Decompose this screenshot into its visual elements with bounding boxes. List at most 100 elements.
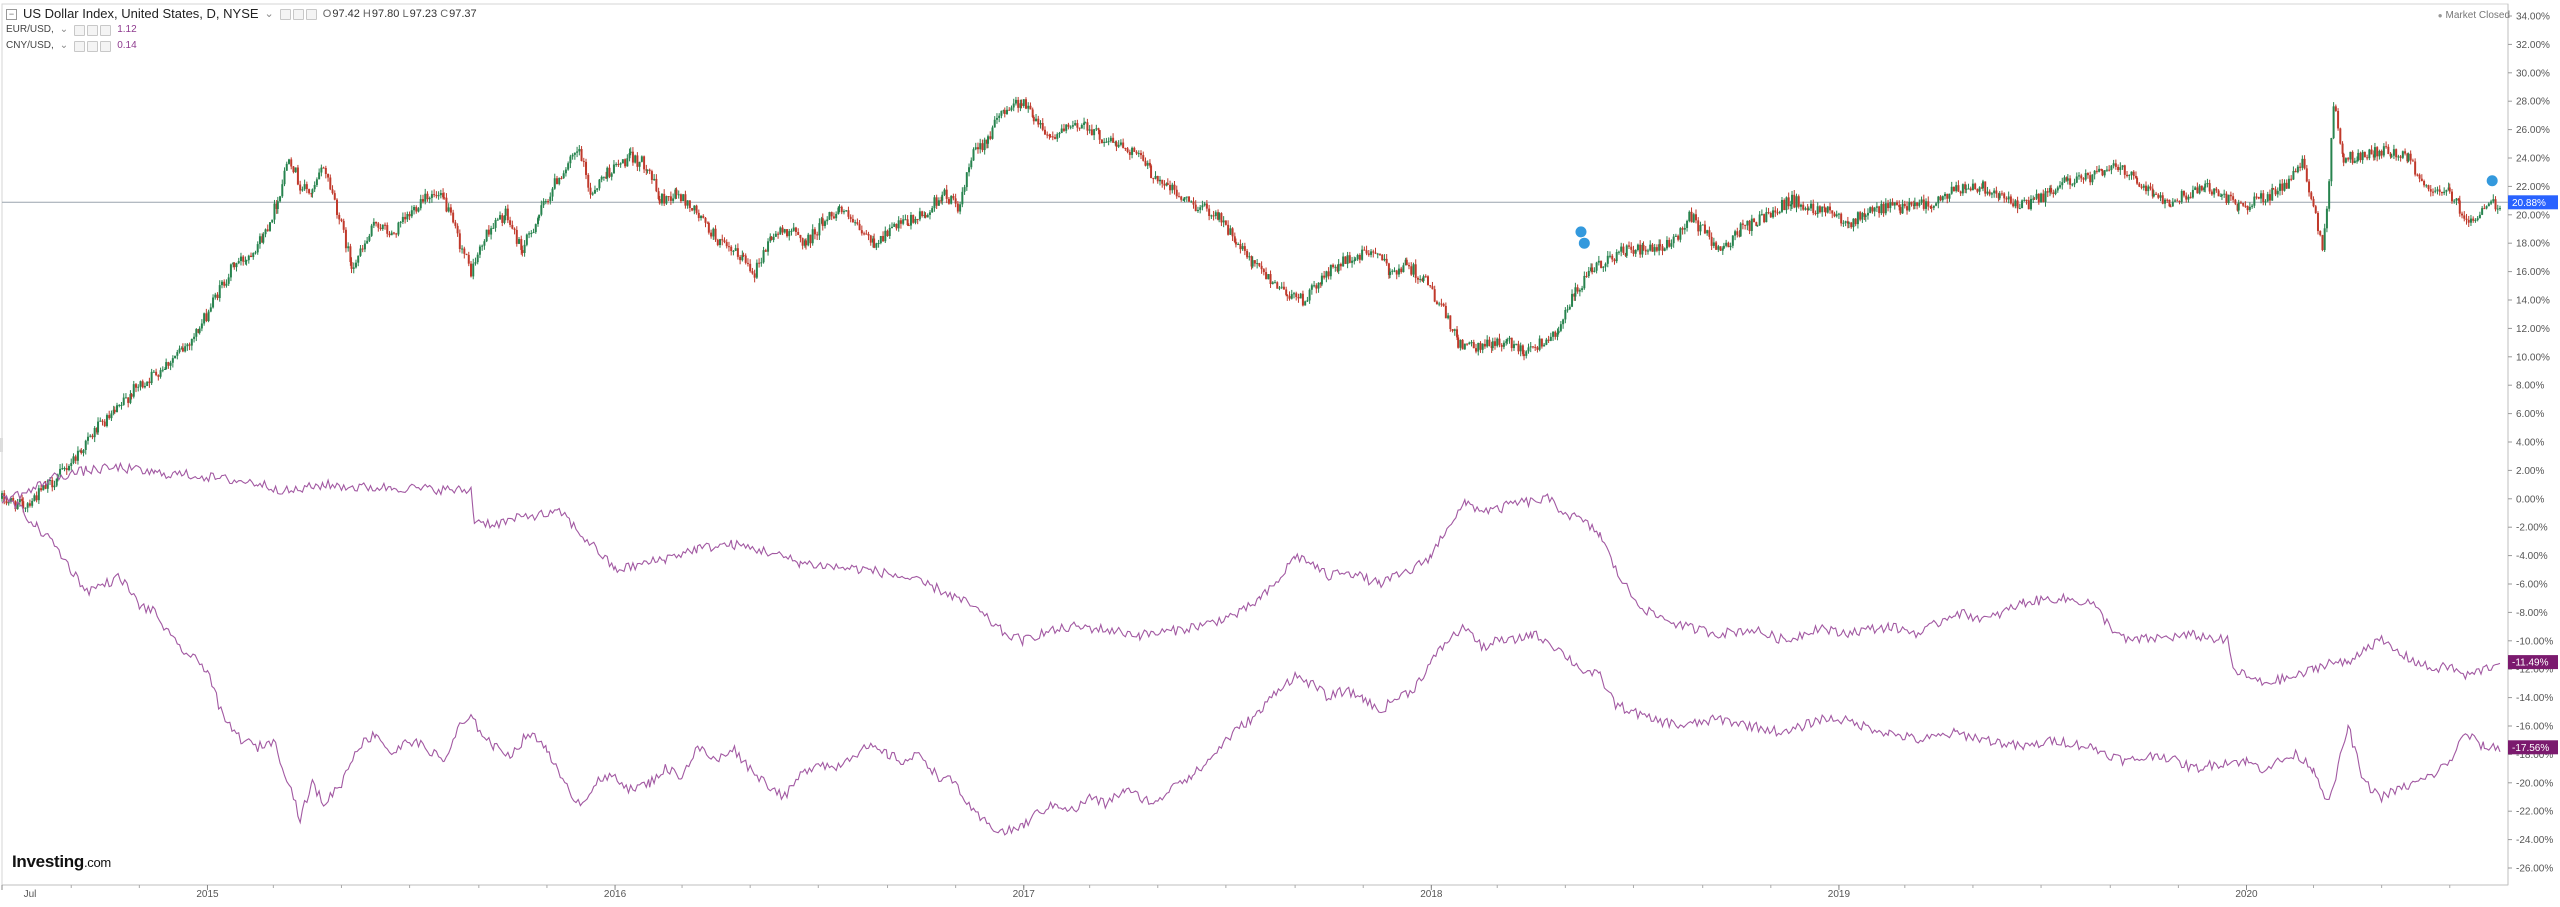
series-usd-index-candles[interactable] xyxy=(1,96,2501,513)
candle-body xyxy=(266,229,269,231)
candle-body xyxy=(2434,190,2437,192)
candle-body xyxy=(1837,213,1840,215)
candle-body xyxy=(1748,220,1751,232)
candle-body xyxy=(361,248,364,250)
candle-body xyxy=(1039,123,1042,125)
candle-body xyxy=(2114,163,2117,167)
settings-icon[interactable] xyxy=(87,24,99,36)
candle-body xyxy=(2244,205,2247,207)
event-marker-c[interactable] xyxy=(2485,174,2499,188)
candle-body xyxy=(42,485,45,491)
candle-body xyxy=(1306,300,1309,302)
close-icon[interactable] xyxy=(100,40,112,52)
candle-body xyxy=(1866,212,1869,216)
candle-body xyxy=(1391,270,1394,272)
collapse-icon[interactable]: − xyxy=(6,8,17,20)
candle-body xyxy=(1440,303,1443,305)
candle-body xyxy=(171,358,174,363)
candle-body xyxy=(1622,246,1625,253)
candle-body xyxy=(2012,203,2015,207)
candle-body xyxy=(587,174,590,188)
close-icon[interactable] xyxy=(100,24,112,36)
overlay-name-cnyusd[interactable]: CNY/USD, xyxy=(6,40,54,51)
candle-body xyxy=(837,207,840,215)
candle-body xyxy=(1292,293,1295,295)
candle-body xyxy=(1203,203,1206,206)
candle-body xyxy=(985,139,988,144)
settings-icon[interactable] xyxy=(292,8,304,20)
candle-body xyxy=(2023,199,2026,201)
overlay-name-eurusd[interactable]: EUR/USD, xyxy=(6,24,54,35)
candle-body xyxy=(1185,196,1188,198)
series-line-eurusd[interactable] xyxy=(1,461,2501,687)
more-menu-icon[interactable]: ⌄ xyxy=(59,40,69,51)
candle-body xyxy=(624,159,627,167)
candle-body xyxy=(1336,266,1339,272)
candle-body xyxy=(2414,161,2417,175)
event-marker-b[interactable] xyxy=(1577,236,1591,250)
candle-body xyxy=(945,189,948,199)
side-panel-handle[interactable] xyxy=(0,438,3,452)
candle-body xyxy=(1344,256,1347,264)
candle-body xyxy=(195,329,198,337)
more-menu-icon[interactable]: ⌄ xyxy=(59,24,69,35)
candle-body xyxy=(564,169,567,174)
candle-body xyxy=(578,149,581,152)
candle-body xyxy=(1901,203,1904,214)
event-marker-a[interactable] xyxy=(1574,225,1588,239)
y-tick-label: -20.00% xyxy=(2516,778,2553,789)
settings-icon[interactable] xyxy=(87,40,99,52)
candle-body xyxy=(1609,255,1612,257)
close-icon[interactable] xyxy=(305,8,317,20)
candle-body xyxy=(2103,170,2106,176)
candle-body xyxy=(2409,153,2412,161)
candle-body xyxy=(893,223,896,227)
candle-body xyxy=(732,250,735,252)
eye-icon[interactable] xyxy=(74,40,86,52)
eye-icon[interactable] xyxy=(74,24,86,36)
y-axis[interactable]: 34.00% 32.00% 30.00% 28.00% 26.00% 24.00% 22.0… xyxy=(2508,12,2553,875)
candle-body xyxy=(1385,258,1388,264)
candle-body xyxy=(1615,252,1618,262)
candle-body xyxy=(2206,183,2209,185)
x-axis[interactable]: Jul 2015 2016 2017 2018 2019 2020 xyxy=(1,885,2451,900)
candle-body xyxy=(1122,142,1125,148)
candle-body xyxy=(1088,129,1091,131)
candle-body xyxy=(1475,348,1478,352)
candle-body xyxy=(1744,224,1747,226)
series-line-cnyusd[interactable] xyxy=(1,494,2501,836)
candle-body xyxy=(1756,225,1759,227)
candle-body xyxy=(2126,174,2129,176)
candle-body xyxy=(2033,198,2036,200)
candle-body xyxy=(628,153,631,159)
candle-body xyxy=(1124,147,1127,149)
candle-body xyxy=(2325,208,2328,229)
candle-body xyxy=(1137,153,1140,155)
instrument-title[interactable]: US Dollar Index, United States, D, NYSE xyxy=(23,6,259,21)
candle-body xyxy=(755,262,758,278)
candle-body xyxy=(1095,128,1098,130)
candle-body xyxy=(820,218,823,224)
candle-body xyxy=(1835,214,1838,217)
candle-body xyxy=(1502,342,1505,347)
candle-body xyxy=(2178,201,2181,203)
candle-body xyxy=(2105,169,2108,171)
candle-body xyxy=(2169,206,2172,208)
candle-body xyxy=(2296,166,2299,173)
candle-body xyxy=(354,262,357,268)
eye-icon[interactable] xyxy=(279,8,291,20)
candle-body xyxy=(863,233,866,235)
candle-body xyxy=(18,498,21,503)
candle-body xyxy=(340,219,343,221)
candle-body xyxy=(188,344,191,346)
candle-body xyxy=(1760,214,1763,216)
candle-body xyxy=(1993,190,1996,194)
more-menu-icon[interactable]: ⌄ xyxy=(264,8,274,20)
candle-body xyxy=(2082,178,2085,180)
y-tick-label: 24.00% xyxy=(2516,154,2550,165)
candle-body xyxy=(2455,198,2458,201)
y-tick-label: 28.00% xyxy=(2516,97,2550,108)
candle-body xyxy=(1301,293,1304,306)
